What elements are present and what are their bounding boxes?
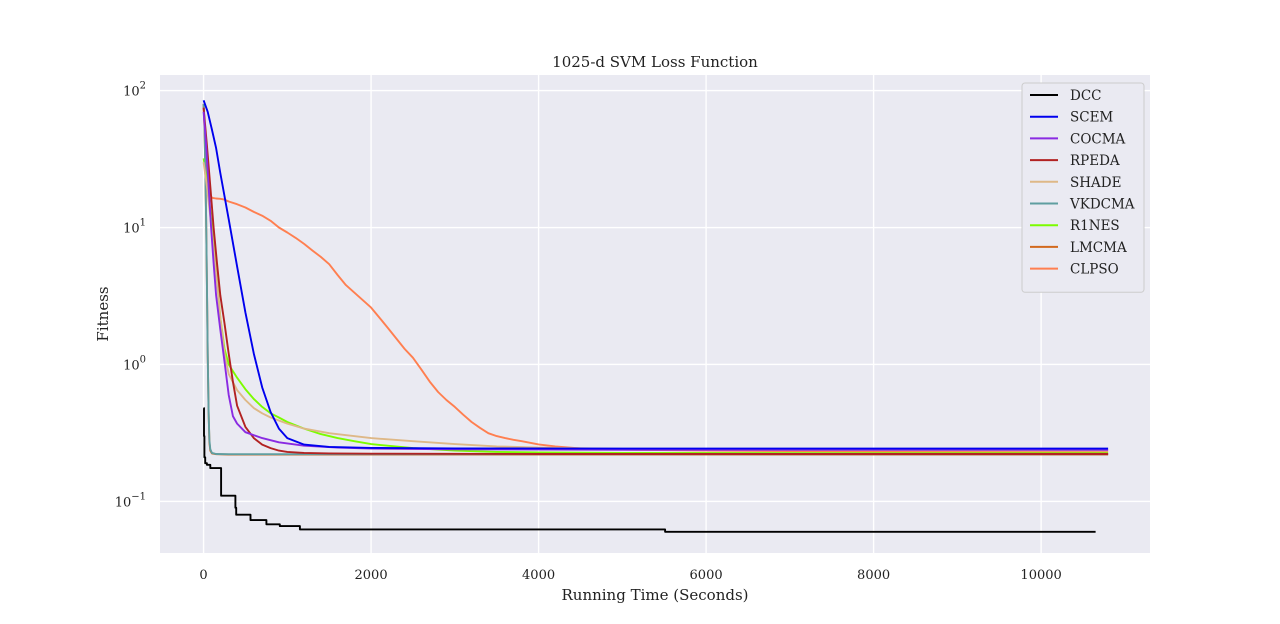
y-tick-label: 100 [123,354,146,373]
legend-label: SHADE [1070,175,1121,191]
x-tick-label: 10000 [1020,568,1061,583]
chart-title: 1025-d SVM Loss Function [552,53,758,71]
y-tick-labels: 102 101 100 10−1 [115,81,146,511]
x-tick-label: 2000 [355,568,388,583]
y-tick-label: 101 [123,218,146,237]
x-tick-label: 8000 [857,568,890,583]
legend-label: CLPSO [1070,262,1119,278]
x-tick-label: 0 [199,568,207,583]
series-line-clpso [202,103,1109,453]
series-line-dcc [203,407,1096,533]
legend-label: R1NES [1070,218,1120,234]
x-tick-label: 6000 [690,568,723,583]
plot-area [160,75,1150,553]
x-tick-labels: 0 2000 4000 6000 8000 10000 [199,568,1061,583]
series-line-rpeda [202,107,1109,455]
x-axis-label: Running Time (Seconds) [561,586,748,604]
y-tick-label: 10−1 [115,491,146,510]
series-line-scem [202,99,1109,450]
legend-label: VKDCMA [1069,197,1135,213]
series-line-shade [202,162,1109,452]
x-tick-label: 4000 [522,568,555,583]
legend-box [1021,82,1145,293]
legend-label: SCEM [1070,110,1113,126]
legend: DCC SCEM COCMA RPEDA SHADE VKDCMA R1NES LMCMA CL… [1021,82,1145,293]
legend-label: LMCMA [1070,240,1127,256]
series-lines [202,99,1109,533]
legend-label: DCC [1070,88,1101,104]
y-tick-label: 102 [123,81,146,100]
y-axis-label: Fitness [94,286,112,341]
legend-label: COCMA [1070,131,1126,147]
legend-label: RPEDA [1070,153,1120,169]
